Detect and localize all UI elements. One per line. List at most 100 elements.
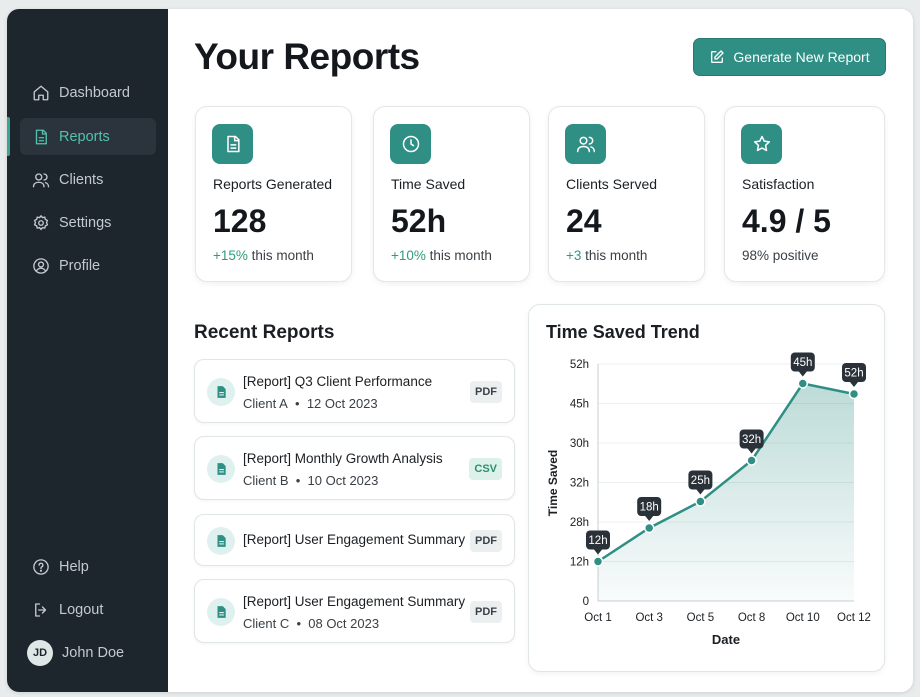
data-point: [592, 556, 604, 567]
y-axis-label: Time Saved: [546, 450, 560, 516]
data-label: 12h: [588, 535, 607, 547]
stat-value: 52h: [391, 203, 447, 239]
list-item[interactable]: [Report] User Engagement Summary PDF: [194, 514, 515, 566]
list-item[interactable]: [Report] User Engagement Summary Client …: [194, 579, 515, 643]
avatar: JD: [27, 640, 53, 666]
stat-value: 4.9 / 5: [742, 203, 831, 239]
series-line: [597, 382, 855, 563]
list-item[interactable]: [Report] Monthly Growth Analysis Client …: [194, 436, 515, 500]
star-icon: [741, 124, 782, 164]
y-tick-label: 28h: [570, 517, 589, 529]
sidebar: Dashboard Reports Clients Settings Profi: [7, 9, 168, 692]
series-area: [598, 383, 854, 601]
data-label: 25h: [691, 475, 710, 487]
report-meta: Client B • 10 Oct 2023: [243, 473, 379, 488]
generate-report-label: Generate New Report: [733, 49, 870, 65]
users-icon: [32, 171, 50, 189]
user-profile[interactable]: JD John Doe: [27, 640, 124, 666]
file-type-badge: CSV: [469, 458, 502, 480]
y-tick-label: 45h: [570, 399, 589, 411]
x-tick-label: Oct 5: [687, 612, 714, 624]
stat-card-clients: Clients Served 24 +3 this month: [548, 106, 705, 282]
sidebar-item-label: Clients: [59, 171, 104, 188]
data-point: [643, 522, 655, 534]
list-item[interactable]: [Report] Q3 Client Performance Client A …: [194, 359, 515, 423]
y-tick-label: 0: [583, 596, 589, 608]
sidebar-item-help[interactable]: Help: [20, 548, 156, 585]
data-label-box: [842, 363, 866, 382]
data-label-pointer: [696, 489, 705, 495]
clock-icon: [390, 124, 431, 164]
sidebar-item-logout[interactable]: Logout: [20, 591, 156, 628]
page-title: Your Reports: [194, 36, 420, 77]
sidebar-item-dashboard[interactable]: Dashboard: [20, 74, 156, 111]
data-label-pointer: [798, 371, 807, 377]
sidebar-item-label: Profile: [59, 257, 101, 274]
users-icon: [565, 124, 606, 164]
data-label: 45h: [793, 357, 812, 369]
stat-value: 24: [566, 203, 602, 239]
x-tick-label: Oct 10: [786, 612, 820, 624]
data-label: 52h: [844, 368, 863, 380]
data-label-box: [739, 429, 764, 449]
home-icon: [32, 84, 50, 102]
data-label-box: [688, 470, 713, 490]
time-saved-chart-card: Time Saved Trend 0 12h 28h 32h 30h 45h 52h 12h 1…: [528, 304, 885, 672]
active-indicator: [7, 117, 10, 156]
data-label-pointer: [850, 382, 858, 387]
data-label-pointer: [747, 448, 756, 454]
report-title: [Report] User Engagement Summary: [243, 532, 466, 547]
data-label-box: [637, 497, 662, 516]
sidebar-item-settings[interactable]: Settings: [20, 204, 156, 241]
x-tick-label: Oct 8: [738, 612, 765, 624]
x-axis-label: Date: [712, 632, 740, 647]
stat-change: +10% this month: [391, 248, 492, 263]
stat-card-reports: Reports Generated 128 +15% this month: [195, 106, 352, 282]
sidebar-item-label: Settings: [59, 214, 112, 231]
file-type-badge: PDF: [470, 530, 502, 552]
data-label-box: [790, 352, 815, 372]
y-tick-label: 30h: [570, 438, 589, 450]
edit-icon: [709, 49, 725, 65]
data-label-pointer: [645, 516, 654, 521]
stat-card-time-saved: Time Saved 52h +10% this month: [373, 106, 530, 282]
document-icon: [207, 455, 235, 483]
x-tick-label: Oct 12: [837, 612, 871, 624]
recent-reports-title: Recent Reports: [194, 322, 335, 343]
report-meta: Client C • 08 Oct 2023: [243, 616, 380, 631]
document-icon: [212, 124, 253, 164]
x-tick-label: Oct 1: [584, 612, 611, 624]
gear-icon: [32, 214, 50, 232]
stat-label: Time Saved: [391, 176, 466, 192]
report-title: [Report] Monthly Growth Analysis: [243, 451, 443, 466]
data-point: [746, 455, 757, 466]
y-tick-label: 52h: [570, 359, 589, 371]
sidebar-item-label: Help: [59, 558, 89, 575]
report-title: [Report] Q3 Client Performance: [243, 374, 433, 389]
user-circle-icon: [32, 257, 50, 275]
generate-report-button[interactable]: Generate New Report: [693, 38, 886, 76]
data-label: 32h: [742, 434, 761, 446]
stat-value: 128: [213, 203, 267, 239]
file-type-badge: PDF: [470, 381, 502, 403]
app-window: Dashboard Reports Clients Settings Profi: [7, 9, 913, 692]
data-label-box: [586, 530, 610, 550]
stat-label: Reports Generated: [213, 176, 333, 192]
report-title: [Report] User Engagement Summary: [243, 594, 466, 609]
stat-label: Clients Served: [566, 176, 658, 192]
document-icon: [207, 527, 235, 555]
y-tick-label: 12h: [570, 557, 589, 569]
sidebar-item-reports[interactable]: Reports: [20, 118, 156, 155]
stat-card-satisfaction: Satisfaction 4.9 / 5 98% positive: [724, 106, 885, 282]
stat-change: 98% positive: [742, 248, 819, 263]
stat-label: Satisfaction: [742, 176, 815, 192]
y-tick-label: 32h: [570, 478, 589, 490]
x-tick-label: Oct 3: [635, 612, 662, 624]
sidebar-item-clients[interactable]: Clients: [20, 161, 156, 198]
report-meta: Client A • 12 Oct 2023: [243, 396, 378, 411]
document-icon: [32, 128, 50, 146]
document-icon: [207, 378, 235, 406]
sidebar-item-profile[interactable]: Profile: [20, 247, 156, 284]
data-label: 18h: [640, 502, 659, 514]
sidebar-item-label: Reports: [59, 128, 110, 145]
